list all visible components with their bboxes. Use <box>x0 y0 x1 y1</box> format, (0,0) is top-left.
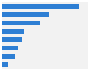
Bar <box>2 4 79 9</box>
Bar <box>2 29 24 34</box>
Bar <box>2 37 22 42</box>
Bar <box>2 62 8 67</box>
Bar <box>2 21 40 25</box>
Bar <box>2 46 18 50</box>
Bar <box>2 12 49 17</box>
Bar <box>2 54 14 59</box>
